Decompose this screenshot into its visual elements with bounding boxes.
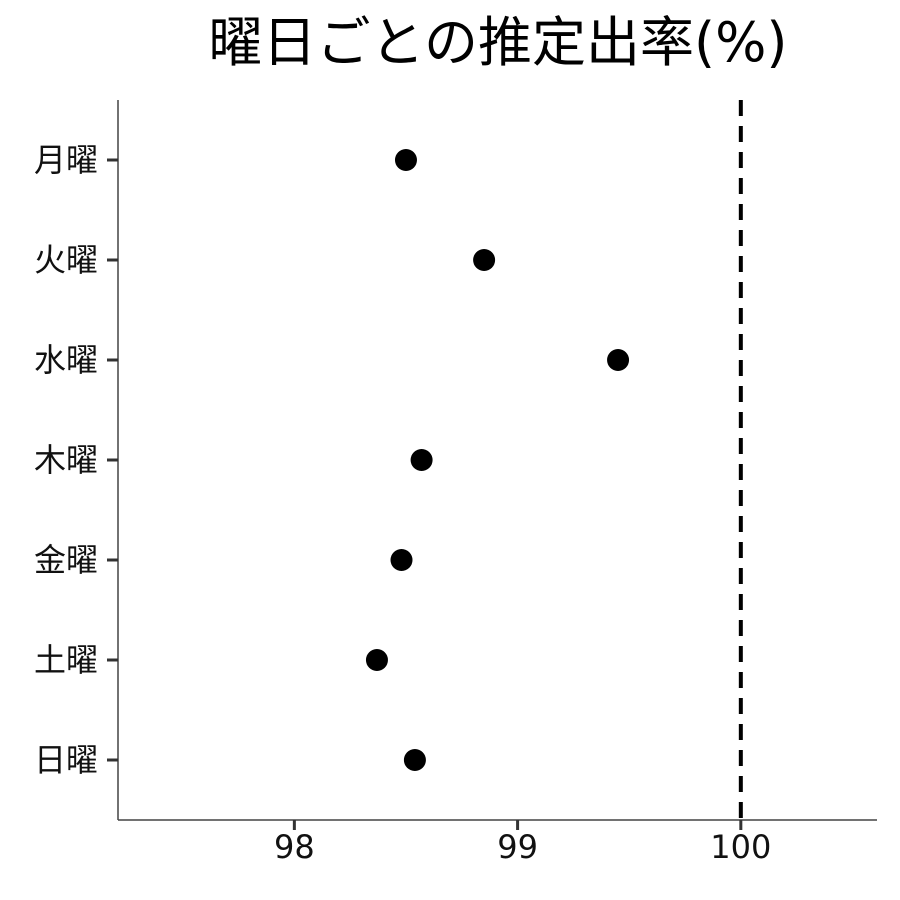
data-point	[390, 549, 413, 571]
y-tick-label: 木曜	[34, 441, 98, 479]
x-tick-label: 100	[710, 828, 771, 866]
y-tick-label: 火曜	[34, 241, 98, 279]
data-points	[365, 149, 630, 771]
y-tick-label: 金曜	[34, 541, 98, 579]
y-tick-label: 日曜	[34, 741, 98, 779]
data-point	[403, 749, 426, 771]
chart-title: 曜日ごとの推定出率(%)	[208, 11, 788, 74]
y-tick-label: 土曜	[34, 641, 98, 679]
x-tick-label: 99	[497, 828, 538, 866]
data-point	[365, 649, 388, 671]
x-axis-ticks: 98 99 100	[274, 820, 771, 866]
y-tick-label: 水曜	[34, 341, 98, 379]
y-tick-label: 月曜	[34, 141, 98, 179]
x-tick-label: 98	[274, 828, 315, 866]
axes	[117, 100, 877, 821]
data-point	[473, 249, 496, 271]
data-point	[394, 149, 417, 171]
data-point	[410, 449, 433, 471]
data-point	[607, 349, 630, 371]
